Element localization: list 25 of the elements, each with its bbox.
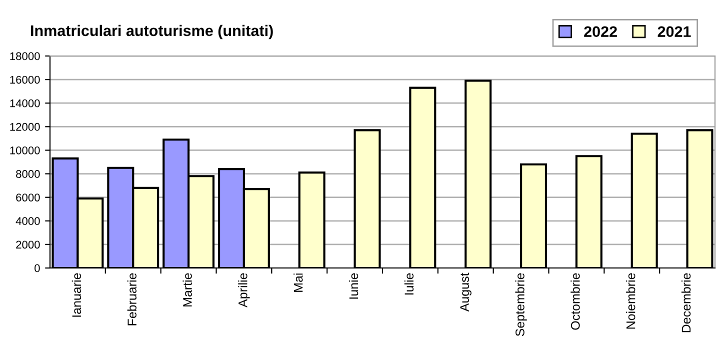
- y-tick-label: 12000: [10, 122, 40, 131]
- x-tick-label: Iulie: [404, 273, 414, 294]
- y-tick-label: 2000: [16, 240, 40, 249]
- x-tick-label: Octombrie: [570, 273, 580, 330]
- y-tick-label: 14000: [10, 99, 40, 108]
- y-tick-label: 4000: [16, 217, 40, 226]
- y-tick-label: 0: [34, 264, 40, 272]
- y-tick-label: 18000: [10, 52, 40, 60]
- y-tick-label: 10000: [10, 146, 40, 154]
- x-tick-label: Martie: [182, 273, 192, 306]
- chart-title: Inmatriculari autoturisme (unitati): [31, 24, 273, 40]
- legend-label: 2022: [584, 26, 617, 38]
- y-tick-label: 8000: [16, 170, 40, 178]
- x-tick-label: Aprilie: [238, 273, 250, 308]
- x-tick-label: August: [460, 272, 472, 312]
- y-tick-label: 16000: [10, 76, 40, 84]
- x-tick-label: Noiembrie: [626, 273, 636, 329]
- x-tick-label: Mai: [294, 274, 303, 292]
- x-tick-label: Iunie: [348, 273, 358, 299]
- x-tick-label: Februarie: [127, 273, 136, 326]
- legend-label: 2021: [658, 26, 691, 38]
- x-tick-label: Septembrie: [515, 273, 527, 336]
- x-tick-label: Ianuarie: [72, 273, 82, 317]
- y-tick-label: 6000: [16, 194, 40, 202]
- x-tick-label: Decembrie: [681, 273, 691, 332]
